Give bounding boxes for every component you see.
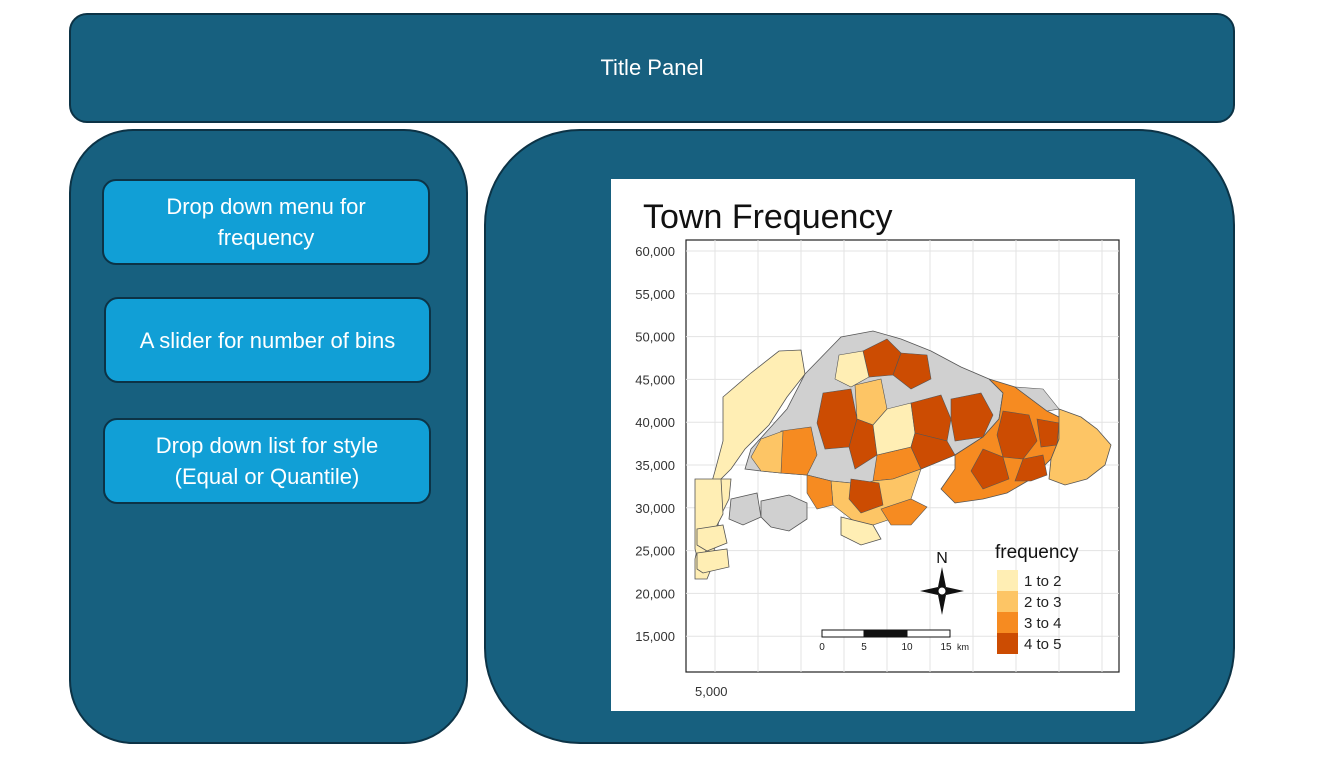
choropleth-map: Town Frequency 60,00055,00050,00045,0004… (635, 198, 1120, 699)
y-tick-label: 40,000 (635, 415, 675, 430)
scale-label: 5 (861, 642, 867, 653)
north-label: N (936, 550, 948, 567)
bins-slider[interactable]: A slider for number of bins (104, 297, 431, 383)
legend-swatch (997, 612, 1018, 633)
region-jurong-island (760, 494, 808, 532)
legend-swatch (997, 633, 1018, 654)
legend-swatch (997, 570, 1018, 591)
x-tick-label: 5,000 (695, 684, 728, 699)
scale-label: 15 (940, 642, 952, 653)
y-tick-label: 45,000 (635, 372, 675, 387)
map-figure: Town Frequency 60,000 55,000 50,000 45,000 4… (611, 179, 1135, 711)
legend-label: 1 to 2 (1024, 573, 1062, 590)
singapore-map (694, 330, 1112, 580)
north-arrow-icon: N (920, 550, 964, 615)
map-title: Town Frequency (643, 198, 892, 236)
legend-label: 4 to 5 (1024, 636, 1062, 653)
title-panel: Title Panel (69, 13, 1235, 123)
scale-unit: km (957, 642, 969, 652)
y-tick-label: 55,000 (635, 287, 675, 302)
legend-title: frequency (995, 542, 1079, 563)
y-tick-label: 50,000 (635, 330, 675, 345)
legend-swatch (997, 591, 1018, 612)
frequency-dropdown-line1: Drop down menu for (166, 194, 366, 219)
y-tick-label: 60,000 (635, 244, 675, 259)
scale-label: 0 (819, 642, 825, 653)
y-tick-label: 25,000 (635, 544, 675, 559)
bins-slider-label: A slider for number of bins (139, 327, 396, 353)
style-dropdown-line1: Drop down list for style (155, 433, 379, 458)
legend-label: 3 to 4 (1024, 615, 1062, 632)
scale-bar: 0 5 10 15 km (819, 629, 969, 653)
style-dropdown-line2: (Equal or Quantile) (174, 464, 360, 489)
legend-label: 2 to 3 (1024, 594, 1062, 611)
y-tick-label: 30,000 (635, 501, 675, 516)
frequency-dropdown[interactable]: Drop down menu for frequency (102, 179, 430, 265)
style-dropdown[interactable]: Drop down list for style (Equal or Quant… (103, 418, 431, 504)
region-changi (1048, 408, 1112, 486)
y-tick-label: 15,000 (635, 629, 675, 644)
title-panel-label: Title Panel (600, 55, 704, 80)
legend: frequency 1 to 2 2 to 3 3 to 4 4 to 5 (995, 542, 1079, 654)
frequency-dropdown-line2: frequency (217, 225, 315, 250)
scale-label: 10 (901, 642, 913, 653)
y-tick-label: 35,000 (635, 458, 675, 473)
y-tick-label: 20,000 (635, 586, 675, 601)
